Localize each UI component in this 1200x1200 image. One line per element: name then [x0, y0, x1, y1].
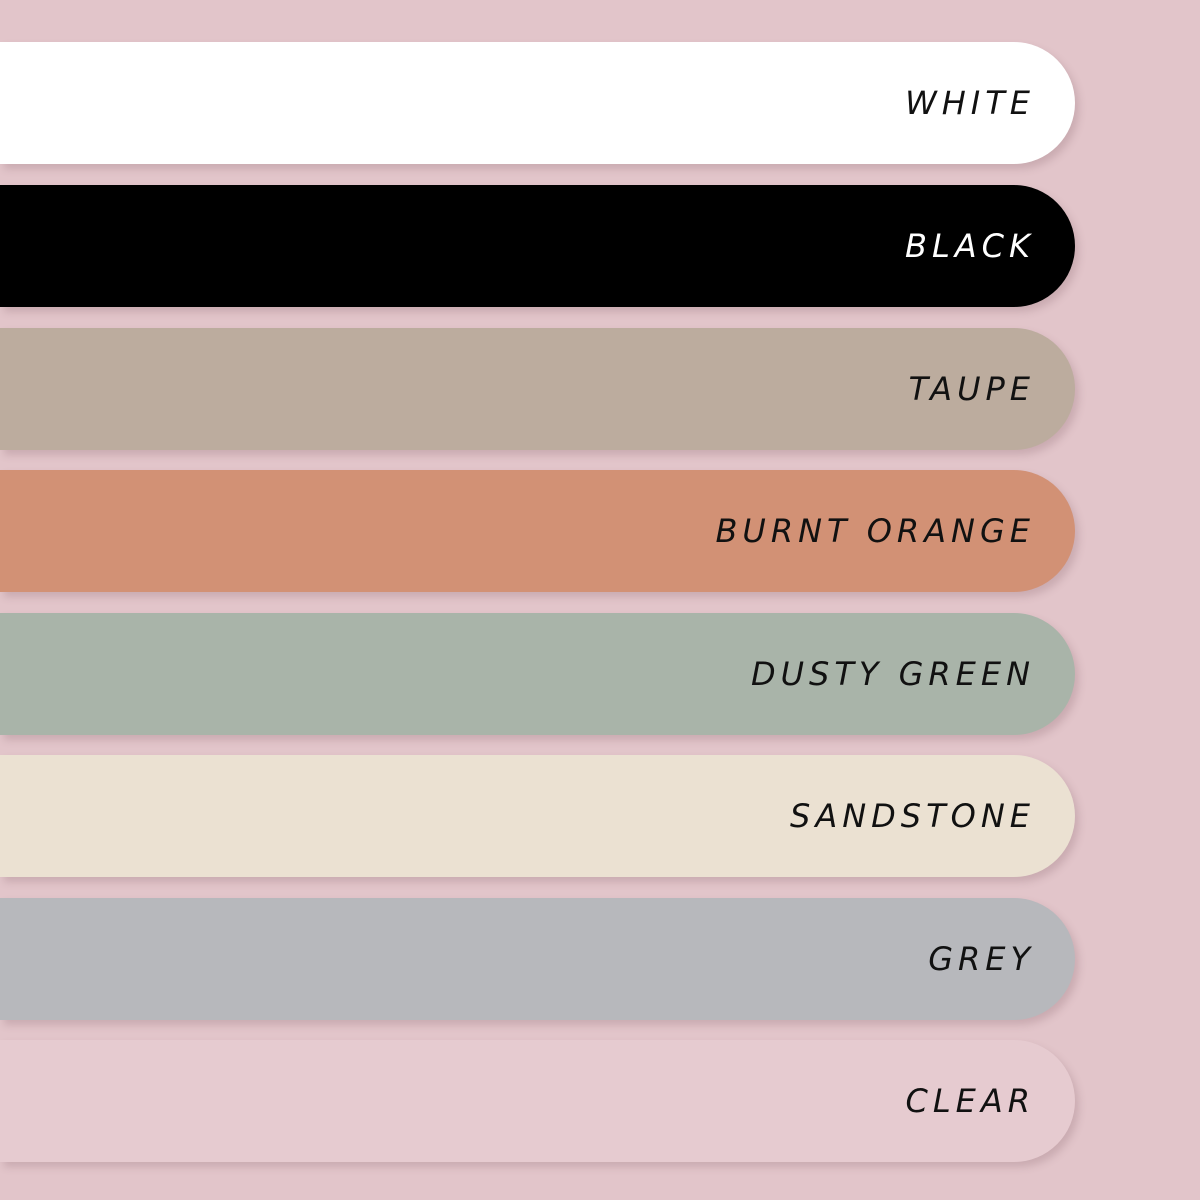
swatch-label: SANDSTONE — [790, 797, 1035, 835]
swatch-label: GREY — [928, 940, 1035, 978]
swatch-white: WHITE — [0, 42, 1075, 164]
swatch-burnt-orange: BURNT ORANGE — [0, 470, 1075, 592]
swatch-grey: GREY — [0, 898, 1075, 1020]
swatch-label: BLACK — [905, 227, 1035, 265]
swatch-sandstone: SANDSTONE — [0, 755, 1075, 877]
swatch-label: WHITE — [905, 84, 1035, 122]
swatch-clear: CLEAR — [0, 1040, 1075, 1162]
swatch-dusty-green: DUSTY GREEN — [0, 613, 1075, 735]
swatch-label: BURNT ORANGE — [715, 512, 1035, 550]
swatch-black: BLACK — [0, 185, 1075, 307]
swatch-taupe: TAUPE — [0, 328, 1075, 450]
swatch-label: CLEAR — [905, 1082, 1035, 1120]
swatch-label: DUSTY GREEN — [750, 655, 1035, 693]
swatch-label: TAUPE — [908, 370, 1035, 408]
